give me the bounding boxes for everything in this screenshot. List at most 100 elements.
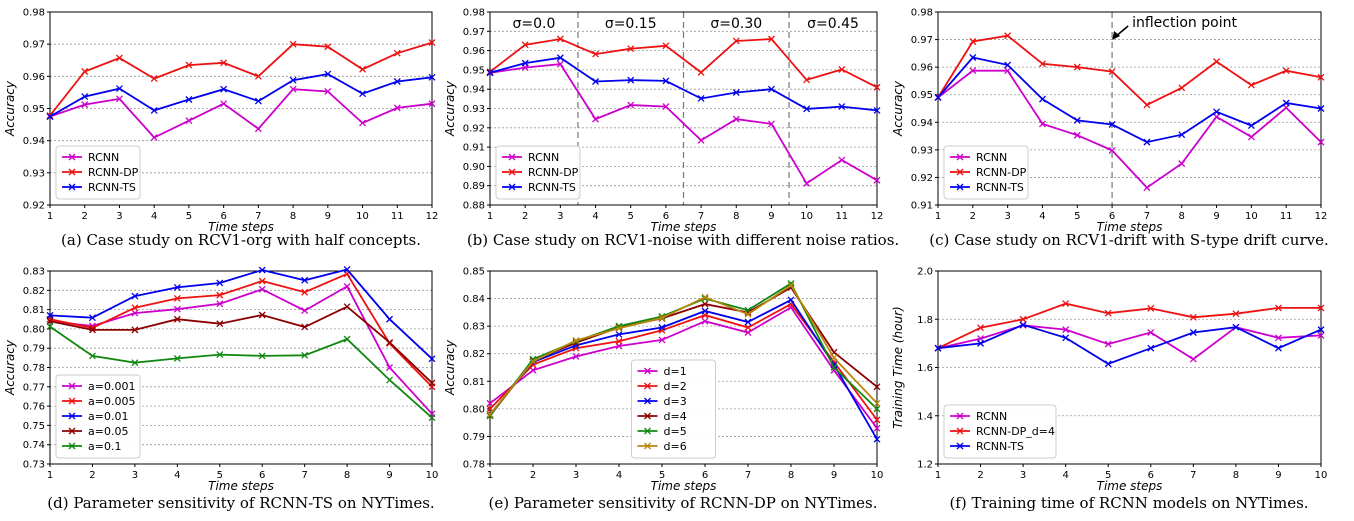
marker-stroke <box>873 83 881 91</box>
chart-a: 0.920.930.940.950.960.970.981 2 3 4 5 6 7 8 9 10 1… <box>3 8 438 250</box>
marker-stroke <box>1247 81 1255 89</box>
data-point <box>969 38 977 45</box>
y-tick-label: 0.85 <box>463 267 485 278</box>
data-point <box>697 95 705 102</box>
legend-box <box>631 359 716 459</box>
marker-stroke <box>969 67 977 75</box>
legend-item: a=0.001 <box>62 380 135 393</box>
x-tick-label: 10 <box>356 211 369 222</box>
legend-item: RCNN <box>950 410 1007 423</box>
legend-box <box>943 404 1057 459</box>
marker-stroke <box>81 68 89 75</box>
y-axis-label: Accuracy <box>3 80 17 137</box>
marker-stroke <box>1282 67 1290 75</box>
series-line <box>49 41 433 117</box>
figure-caption: (e) Parameter sensitivity of RCNN-DP on … <box>488 494 877 512</box>
marker-stroke <box>787 279 795 287</box>
marker-stroke <box>662 77 670 85</box>
data-point <box>173 305 181 313</box>
marker-stroke <box>732 115 740 123</box>
y-tick-label: 0.78 <box>463 460 485 471</box>
marker-stroke <box>1073 116 1081 124</box>
marker-stroke <box>81 93 89 101</box>
marker-stroke <box>615 337 623 345</box>
annotation-arrowhead <box>1112 31 1121 40</box>
y-tick-label: 0.95 <box>463 65 485 76</box>
y-tick-label: 0.81 <box>23 305 45 316</box>
marker-stroke <box>386 376 394 384</box>
data-point <box>359 90 367 98</box>
data-point <box>1073 131 1081 139</box>
data-point <box>289 76 297 84</box>
marker-stroke <box>131 326 139 334</box>
marker-stroke <box>873 399 881 407</box>
data-point <box>343 335 351 343</box>
data-point <box>873 416 881 424</box>
marker-stroke <box>115 85 123 93</box>
data-point <box>1104 309 1112 317</box>
data-point <box>428 355 436 363</box>
data-point <box>572 353 580 360</box>
marker-stroke <box>873 405 881 413</box>
data-point <box>301 307 309 315</box>
data-point <box>185 117 193 125</box>
data-point <box>46 113 54 121</box>
legend-item: RCNN <box>950 151 1007 164</box>
x-tick-label: 9 <box>325 211 331 222</box>
marker-stroke <box>1274 334 1282 342</box>
data-point <box>1147 344 1155 352</box>
data-point <box>701 295 709 303</box>
data-point <box>1108 121 1116 128</box>
data-point <box>258 311 266 319</box>
x-axis-label: Time steps <box>208 479 274 493</box>
marker-stroke <box>88 314 96 322</box>
marker-stroke <box>185 96 193 103</box>
data-point <box>977 324 985 332</box>
marker-stroke <box>258 352 266 360</box>
legend-marker <box>508 168 516 176</box>
legend-item: RCNN <box>62 151 119 164</box>
data-point <box>1317 73 1325 81</box>
legend-item: RCNN-TS <box>62 181 136 194</box>
legend-marker <box>68 183 76 191</box>
marker-stroke <box>838 66 846 73</box>
marker-stroke <box>1108 146 1116 154</box>
data-point <box>873 106 881 114</box>
x-tick-label: 8 <box>290 211 296 222</box>
marker-stroke <box>386 315 394 323</box>
y-tick-label: 0.98 <box>911 8 933 19</box>
data-point <box>289 85 297 93</box>
data-point <box>744 324 752 331</box>
marker-stroke <box>873 416 881 424</box>
marker-stroke <box>1038 60 1046 68</box>
data-point <box>343 265 351 273</box>
data-point <box>324 70 332 78</box>
marker-stroke <box>744 329 752 336</box>
y-tick-label: 0.93 <box>911 145 933 156</box>
data-point <box>386 364 394 371</box>
marker-stroke <box>697 68 705 76</box>
data-point <box>873 399 881 407</box>
series-RCNN-TS <box>486 54 881 114</box>
marker-stroke <box>662 42 670 50</box>
marker-stroke <box>1019 315 1027 323</box>
x-tick-label: 2 <box>977 470 983 481</box>
marker-stroke <box>615 324 623 332</box>
x-tick-label: 1 <box>487 470 493 481</box>
data-point <box>1108 68 1116 76</box>
y-tick-label: 0.98 <box>23 8 45 19</box>
marker-stroke <box>216 351 224 359</box>
y-axis-label: Accuracy <box>443 339 457 396</box>
series-line <box>49 268 433 360</box>
series-a=0.1 <box>46 323 436 422</box>
legend-label: a=0.01 <box>88 410 128 423</box>
marker-stroke <box>1019 321 1027 329</box>
marker-stroke <box>592 78 600 85</box>
marker-stroke <box>46 317 54 325</box>
marker-stroke <box>88 352 96 360</box>
y-tick-label: 0.93 <box>23 168 45 179</box>
marker-stroke <box>1104 340 1112 348</box>
marker-stroke <box>343 303 351 311</box>
marker-stroke <box>1108 68 1116 76</box>
data-point <box>662 77 670 85</box>
